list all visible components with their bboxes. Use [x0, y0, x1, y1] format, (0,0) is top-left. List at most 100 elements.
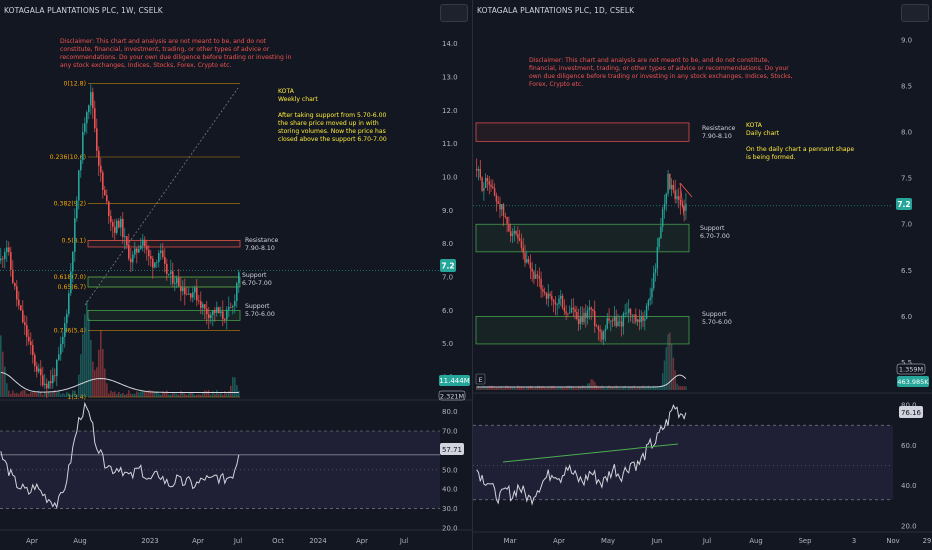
left-candle-body: [190, 293, 192, 298]
right-candle-body: [595, 325, 598, 327]
right-candle-body: [572, 307, 574, 310]
right-candle-body: [674, 190, 676, 200]
right-support2-label[interactable]: Support 5.70-6.00: [702, 311, 732, 326]
right-volume-bar: [624, 386, 626, 390]
right-candle-body: [586, 310, 589, 318]
right-candle-body: [481, 177, 483, 191]
left-candle-body: [230, 307, 232, 308]
right-volume-bar: [629, 386, 632, 390]
right-resistance-label[interactable]: Resistance 7.90-8.10: [702, 125, 736, 140]
right-volume-bar: [495, 387, 498, 390]
left-volume-bar: [204, 390, 206, 397]
right-chart-svg[interactable]: 5.5 6.0 6.5 7.0 7.5 8.0 8.5 9.0 20.0 40.0 60.0 80.…: [473, 0, 932, 550]
left-rsi-line: [0, 401, 240, 510]
right-time-axis[interactable]: Mar Apr May Jun Jul Aug Sep 3 Nov 29: [504, 537, 932, 545]
left-candle-body: [178, 277, 180, 287]
left-time-tick-label: 2024: [309, 537, 326, 545]
right-candle-body: [619, 321, 621, 323]
right-candle-body: [581, 316, 583, 323]
left-volume-bar: [102, 349, 104, 397]
left-support2-label[interactable]: Support 5.70-6.00: [245, 303, 275, 318]
left-volume-bar: [122, 392, 124, 397]
right-candle-body: [547, 293, 549, 299]
left-candle-body: [28, 336, 30, 342]
right-settings-button[interactable]: [901, 4, 929, 22]
right-volume-bar: [542, 386, 544, 390]
left-time-tick-label: Apr: [192, 537, 204, 545]
right-volume-bar: [676, 383, 678, 390]
left-volume-bars: [0, 300, 240, 397]
left-volume-bar: [68, 393, 70, 397]
left-rsi-axis[interactable]: 20.030.040.050.060.070.080.0: [442, 408, 458, 532]
left-volume-bar: [188, 393, 190, 397]
right-candle-body: [536, 274, 539, 277]
right-earnings-marker[interactable]: [475, 373, 486, 385]
left-candle-body: [64, 323, 66, 337]
right-zone-support: [475, 223, 690, 253]
right-candle-body: [501, 204, 503, 210]
left-volume-bar: [44, 391, 46, 397]
left-volume-bar: [96, 367, 98, 397]
left-price-tick-label: 5.0: [442, 340, 453, 348]
left-settings-button[interactable]: [440, 4, 468, 22]
right-zones[interactable]: [475, 122, 690, 345]
left-zones[interactable]: [87, 239, 241, 321]
right-price-axis[interactable]: 5.5 6.0 6.5 7.0 7.5 8.0 8.5 9.0: [901, 37, 912, 367]
right-candle-body: [678, 196, 680, 201]
left-volume-bar: [76, 394, 78, 397]
right-candle-body: [499, 203, 501, 210]
left-volume-bar: [54, 390, 56, 397]
right-rsi-trendline[interactable]: [502, 443, 679, 463]
right-disclaimer[interactable]: Disclaimer: This chart and analysis are …: [529, 57, 793, 88]
left-candle-body: [120, 218, 122, 228]
left-price-axis[interactable]: 4.05.06.07.08.09.010.011.012.013.014.0: [442, 40, 458, 381]
left-rsi-badge-bg: [440, 443, 464, 455]
right-volume-bar: [585, 387, 587, 390]
left-analysis-note[interactable]: KOTA Weekly chart After taking support f…: [278, 88, 388, 144]
left-candle-body: [194, 287, 196, 293]
left-candle-body: [20, 305, 22, 311]
left-fib-level-label: 0.382(9.2): [54, 201, 86, 208]
right-volume-bar: [492, 385, 494, 390]
right-volume-bar: [549, 386, 551, 390]
right-volume-bar: [486, 387, 489, 390]
left-candle-body: [218, 307, 220, 314]
weekly-chart-panel[interactable]: KOTAGALA PLANTATIONS PLC, 1W, CSELK 0(12…: [0, 0, 473, 550]
left-volume-bar: [80, 354, 82, 397]
right-volume-bar: [640, 386, 642, 390]
left-zone-support: [87, 276, 241, 288]
right-volume-bar: [527, 386, 530, 390]
left-candles: [0, 84, 240, 399]
left-candle-body: [106, 195, 108, 202]
left-resistance-label[interactable]: Resistance 7.90-8.10: [245, 237, 279, 252]
left-candle-body: [36, 366, 38, 372]
right-volume-bar: [526, 387, 528, 390]
right-volume-bar: [565, 387, 567, 390]
left-support1-label[interactable]: Support 6.70-7.00: [242, 272, 272, 287]
left-candle-body: [50, 381, 52, 384]
left-disclaimer[interactable]: Disclaimer: This chart and analysis are …: [60, 38, 292, 69]
right-pennant-lines[interactable]: [679, 182, 693, 217]
left-chart-svg[interactable]: 0(12.8) 0.236(10.6) 0.382(9.2) 0.5(8.1) 0.61…: [0, 0, 472, 550]
left-volume-bar: [10, 393, 12, 397]
left-volume-bar: [72, 390, 74, 397]
right-rsi-axis[interactable]: 20.0 40.0 60.0 80.0: [901, 402, 917, 531]
right-volume-bar: [563, 387, 566, 390]
right-volume-bar: [490, 385, 492, 390]
left-volume-bar: [176, 393, 178, 397]
right-volume-bar: [481, 387, 483, 390]
left-candle-body: [40, 368, 42, 376]
right-candle-body: [567, 313, 569, 315]
right-volume-bar: [647, 385, 650, 390]
daily-chart-panel[interactable]: KOTAGALA PLANTATIONS PLC, 1D, CSELK 5.5 6…: [473, 0, 932, 550]
right-support1-label[interactable]: Support 6.70-7.00: [700, 225, 730, 240]
left-price-tick-label: 6.0: [442, 307, 453, 315]
right-analysis-note[interactable]: KOTA Daily chart On the daily chart a pe…: [746, 122, 856, 162]
left-price-badge: 7.2: [441, 262, 454, 271]
left-volume-bar: [178, 394, 180, 397]
right-candle-body: [477, 169, 480, 171]
left-volume-bar: [146, 391, 148, 397]
left-trend-dotted-line[interactable]: [84, 87, 239, 306]
left-time-axis[interactable]: Apr Aug 2023 Apr Jul Oct 2024 Apr Jul: [26, 537, 408, 545]
right-candle-body: [551, 295, 553, 300]
